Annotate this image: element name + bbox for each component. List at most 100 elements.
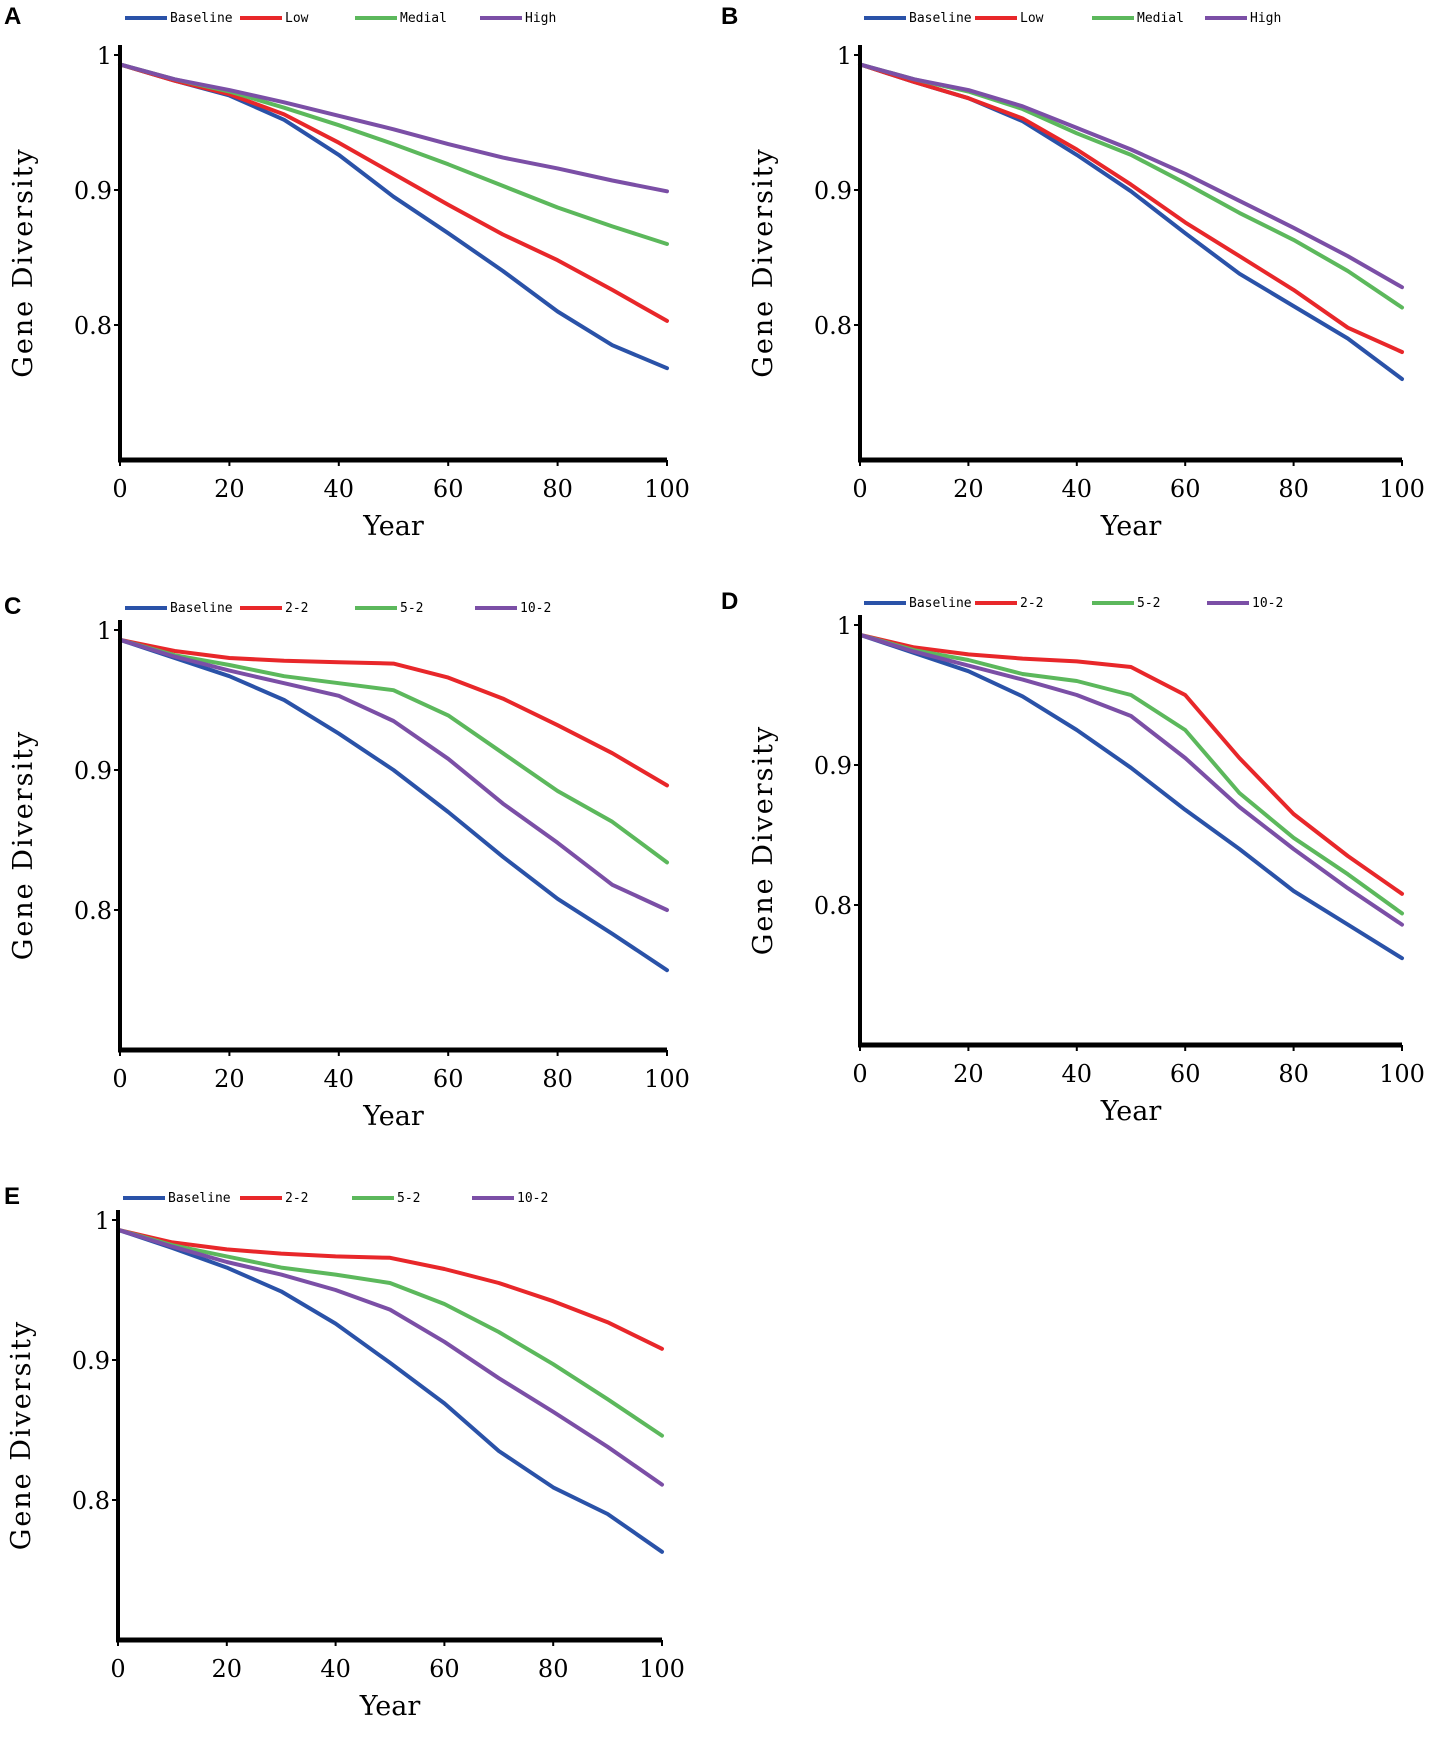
series-line-5-2 xyxy=(116,1227,664,1438)
chart-e: E Baseline 2-2 5-2 10-2 0 20 40 60 80 100 1 0.9 0.8 Ye… xyxy=(4,1183,685,1722)
y-tick-label: 0.8 xyxy=(74,312,112,340)
x-tick-label: 100 xyxy=(644,475,690,503)
panel-e: E Baseline 2-2 5-2 10-2 0 20 40 60 80 100 1 0.9 0.8 Ye… xyxy=(0,1180,716,1740)
legend-label: Low xyxy=(1020,11,1044,26)
x-tick-label: 0 xyxy=(852,1060,867,1088)
legend-label: High xyxy=(525,11,556,26)
y-axis-label: Gene Diversity xyxy=(748,725,779,956)
series-line-10-2 xyxy=(118,637,669,912)
x-tick-label: 40 xyxy=(1062,1060,1093,1088)
x-tick-label: 100 xyxy=(1379,1060,1425,1088)
legend-label: 2-2 xyxy=(285,1191,308,1206)
series-line-baseline xyxy=(858,632,1404,961)
legend-label: 5-2 xyxy=(397,1191,420,1206)
x-axis-label: Year xyxy=(1100,1096,1162,1127)
x-tick-label: 80 xyxy=(542,1065,573,1093)
series-line-medial xyxy=(118,62,669,246)
y-tick-label: 0.9 xyxy=(814,177,852,205)
legend-label: Baseline xyxy=(170,601,233,616)
panel-b: B Baseline Low Medial High 0 20 40 60 80 100 1 0.9 0.… xyxy=(717,0,1433,560)
y-tick-label: 1 xyxy=(97,42,112,70)
series-line-2-2 xyxy=(116,1227,664,1351)
legend-label: 2-2 xyxy=(1020,596,1043,611)
series-line-low xyxy=(118,62,669,323)
panel-a: A Baseline Low Medial High 0 20 40 60 80 100 1 0.9 0.… xyxy=(0,0,716,560)
x-tick-label: 20 xyxy=(214,475,245,503)
panel-c: C Baseline 2-2 5-2 10-2 0 20 40 60 80 100 1 0.9 0.8 Ye… xyxy=(0,590,716,1150)
series-line-baseline xyxy=(858,62,1404,381)
panel-label: E xyxy=(4,1183,20,1210)
y-tick-label: 0.8 xyxy=(814,312,852,340)
y-tick-label: 0.8 xyxy=(74,897,112,925)
legend-label: 5-2 xyxy=(400,601,423,616)
legend-label: Baseline xyxy=(909,596,972,611)
legend-label: High xyxy=(1250,11,1281,26)
x-tick-label: 100 xyxy=(1379,475,1425,503)
legend-label: Medial xyxy=(1137,11,1184,26)
x-axis-label: Year xyxy=(359,1691,421,1722)
panel-label: A xyxy=(4,3,21,30)
series-line-high xyxy=(858,62,1404,290)
x-tick-label: 0 xyxy=(112,1065,127,1093)
panel-label: D xyxy=(721,588,738,615)
legend-label: Baseline xyxy=(168,1191,231,1206)
series-line-10-2 xyxy=(858,632,1404,927)
series-line-baseline xyxy=(118,637,669,973)
y-axis-label: Gene Diversity xyxy=(6,1320,37,1551)
x-tick-label: 100 xyxy=(644,1065,690,1093)
y-axis-label: Gene Diversity xyxy=(8,147,39,378)
chart-a: A Baseline Low Medial High 0 20 40 60 80 100 1 0.9 0.… xyxy=(4,3,690,542)
series-line-2-2 xyxy=(858,632,1404,896)
x-axis-label: Year xyxy=(362,511,424,542)
x-tick-label: 80 xyxy=(542,475,573,503)
x-axis-label: Year xyxy=(1100,511,1162,542)
panel-d: D Baseline 2-2 5-2 10-2 0 20 40 60 80 100 1 0.9 0.8 Ye… xyxy=(717,585,1433,1145)
y-tick-label: 0.8 xyxy=(72,1487,110,1515)
series-line-5-2 xyxy=(858,632,1404,916)
series-line-baseline xyxy=(116,1227,664,1554)
x-tick-label: 100 xyxy=(639,1655,685,1683)
x-tick-label: 20 xyxy=(214,1065,245,1093)
legend-label: 10-2 xyxy=(520,601,551,616)
x-tick-label: 20 xyxy=(953,1060,984,1088)
x-tick-label: 20 xyxy=(212,1655,243,1683)
legend-label: Medial xyxy=(400,11,447,26)
x-tick-label: 40 xyxy=(324,1065,355,1093)
y-tick-label: 0.9 xyxy=(74,757,112,785)
panel-label: B xyxy=(721,3,738,30)
series-line-high xyxy=(118,62,669,194)
x-axis-label: Year xyxy=(362,1101,424,1132)
panel-label: C xyxy=(4,593,21,620)
legend-label: Low xyxy=(285,11,309,26)
legend-label: 5-2 xyxy=(1137,596,1160,611)
x-tick-label: 0 xyxy=(112,475,127,503)
legend-label: Baseline xyxy=(909,11,972,26)
y-tick-label: 0.9 xyxy=(74,177,112,205)
y-axis-label: Gene Diversity xyxy=(8,730,39,961)
y-tick-label: 0.9 xyxy=(72,1347,110,1375)
y-tick-label: 0.9 xyxy=(814,752,852,780)
chart-d: D Baseline 2-2 5-2 10-2 0 20 40 60 80 100 1 0.9 0.8 Ye… xyxy=(721,588,1425,1127)
legend-label: Baseline xyxy=(170,11,233,26)
legend-label: 10-2 xyxy=(1252,596,1283,611)
x-tick-label: 40 xyxy=(320,1655,351,1683)
series-line-10-2 xyxy=(116,1227,664,1487)
legend-label: 2-2 xyxy=(285,601,308,616)
series-line-5-2 xyxy=(118,637,669,865)
y-tick-label: 1 xyxy=(95,1207,110,1235)
y-tick-label: 1 xyxy=(837,612,852,640)
y-tick-label: 1 xyxy=(837,42,852,70)
x-tick-label: 60 xyxy=(1170,1060,1201,1088)
x-tick-label: 40 xyxy=(1062,475,1093,503)
y-axis-label: Gene Diversity xyxy=(748,147,779,378)
x-tick-label: 60 xyxy=(429,1655,460,1683)
x-tick-label: 60 xyxy=(433,475,464,503)
series-line-2-2 xyxy=(118,637,669,788)
x-tick-label: 40 xyxy=(324,475,355,503)
x-tick-label: 80 xyxy=(1278,1060,1309,1088)
x-tick-label: 60 xyxy=(1170,475,1201,503)
y-tick-label: 0.8 xyxy=(814,892,852,920)
chart-c: C Baseline 2-2 5-2 10-2 0 20 40 60 80 100 1 0.9 0.8 Ye… xyxy=(4,593,690,1132)
x-tick-label: 60 xyxy=(433,1065,464,1093)
x-tick-label: 20 xyxy=(953,475,984,503)
